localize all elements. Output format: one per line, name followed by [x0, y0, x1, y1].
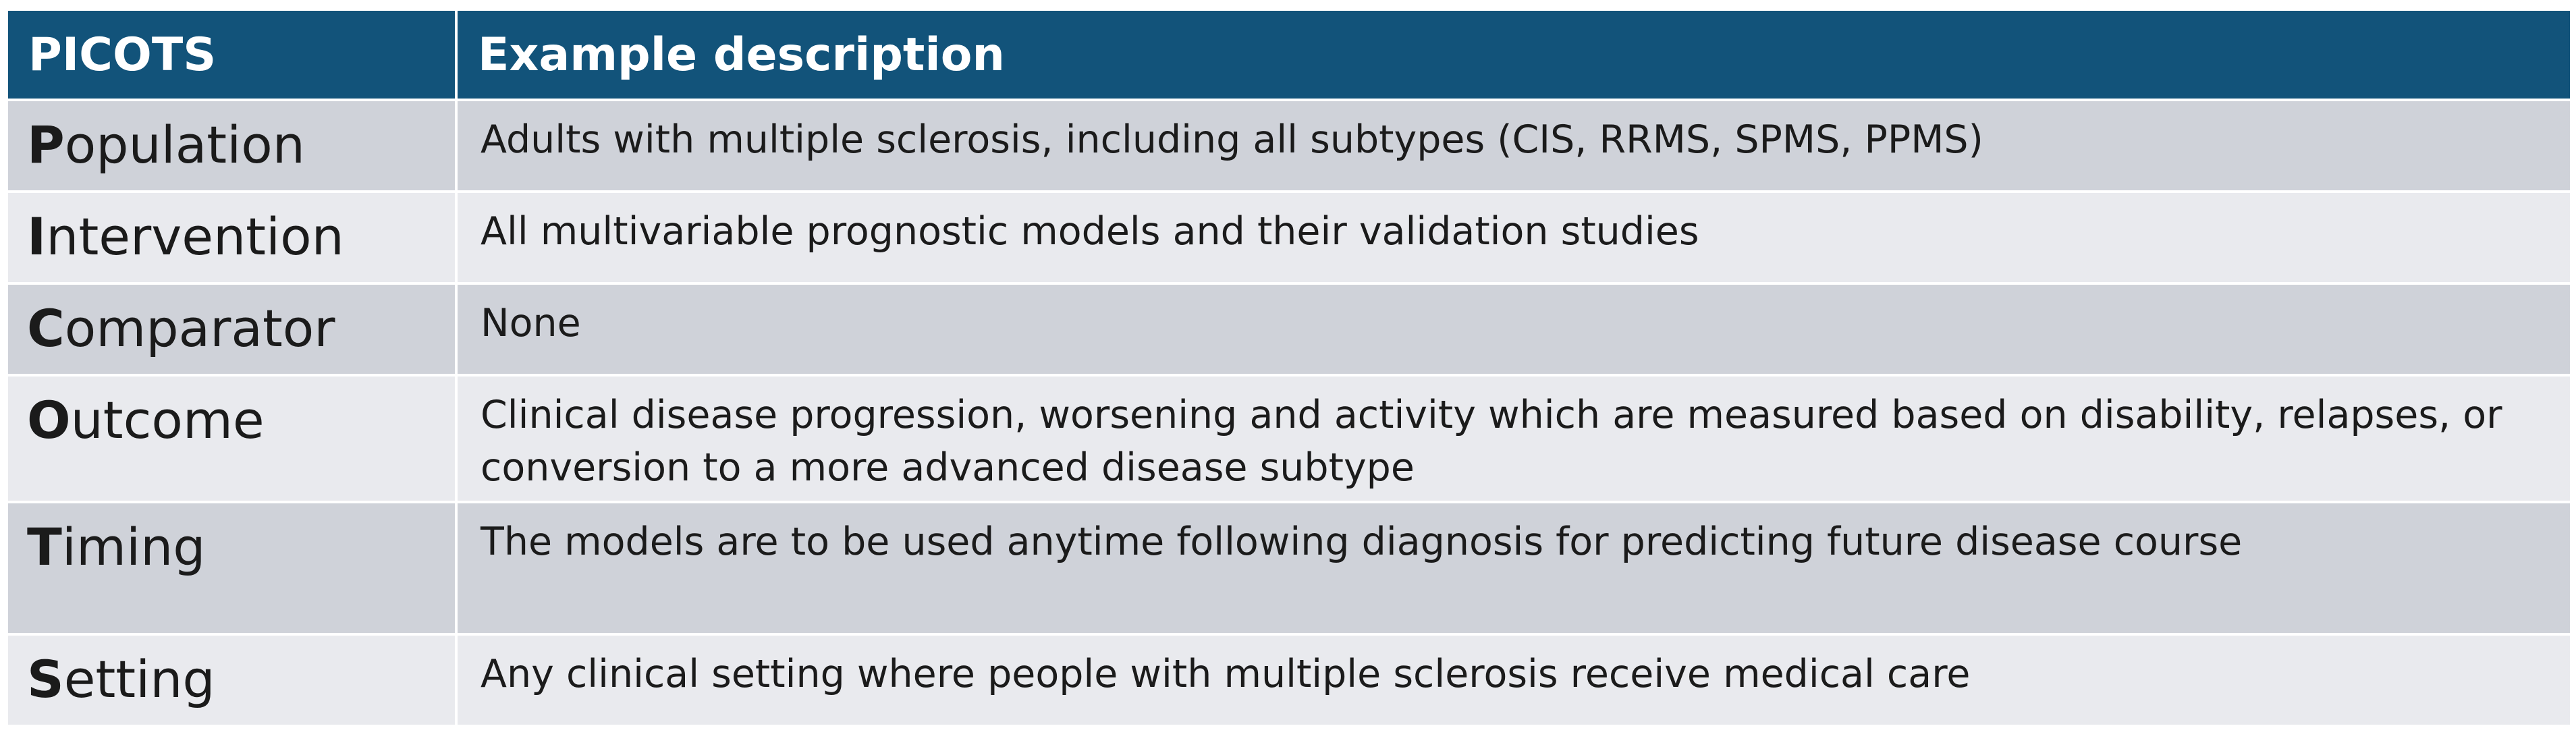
table-row-timing: Timing The models are to be used anytime… [5, 501, 2573, 636]
row-description-setting: Any clinical setting where people with m… [455, 633, 2573, 727]
picots-table: PICOTS Example description Population Ad… [5, 8, 2573, 727]
row-label-population: Population [5, 99, 458, 193]
row-label-rest: ntervention [46, 206, 344, 267]
row-label-rest: etting [63, 649, 215, 709]
table-row-intervention: Intervention All multivariable prognosti… [5, 190, 2573, 285]
row-label-rest: opulation [64, 115, 305, 175]
row-label-initial: C [27, 298, 65, 358]
row-label-initial: T [27, 517, 62, 577]
row-label-setting: Setting [5, 633, 458, 727]
header-row: PICOTS Example description [5, 8, 2573, 101]
row-label-rest: iming [61, 517, 206, 577]
table-body: Population Adults with multiple sclerosi… [5, 99, 2573, 727]
row-description-timing: The models are to be used anytime follow… [455, 501, 2573, 636]
row-label-initial: O [27, 390, 71, 450]
table-row-population: Population Adults with multiple sclerosi… [5, 99, 2573, 193]
row-label-intervention: Intervention [5, 190, 458, 285]
table-header: PICOTS Example description [5, 8, 2573, 101]
table-row-setting: Setting Any clinical setting where peopl… [5, 633, 2573, 727]
row-label-rest: utcome [70, 390, 265, 450]
table-row-comparator: Comparator None [5, 282, 2573, 377]
table-row-outcome: Outcome Clinical disease progression, wo… [5, 374, 2573, 503]
row-description-population: Adults with multiple sclerosis, includin… [455, 99, 2573, 193]
row-description-intervention: All multivariable prognostic models and … [455, 190, 2573, 285]
row-description-outcome: Clinical disease progression, worsening … [455, 374, 2573, 503]
row-label-initial: S [27, 649, 64, 709]
row-label-initial: I [27, 206, 47, 267]
row-label-timing: Timing [5, 501, 458, 636]
row-label-rest: omparator [64, 298, 335, 358]
row-label-outcome: Outcome [5, 374, 458, 503]
row-label-comparator: Comparator [5, 282, 458, 377]
header-picots: PICOTS [5, 8, 458, 101]
row-label-initial: P [27, 115, 65, 175]
header-example-description: Example description [455, 8, 2573, 101]
row-description-comparator: None [455, 282, 2573, 377]
